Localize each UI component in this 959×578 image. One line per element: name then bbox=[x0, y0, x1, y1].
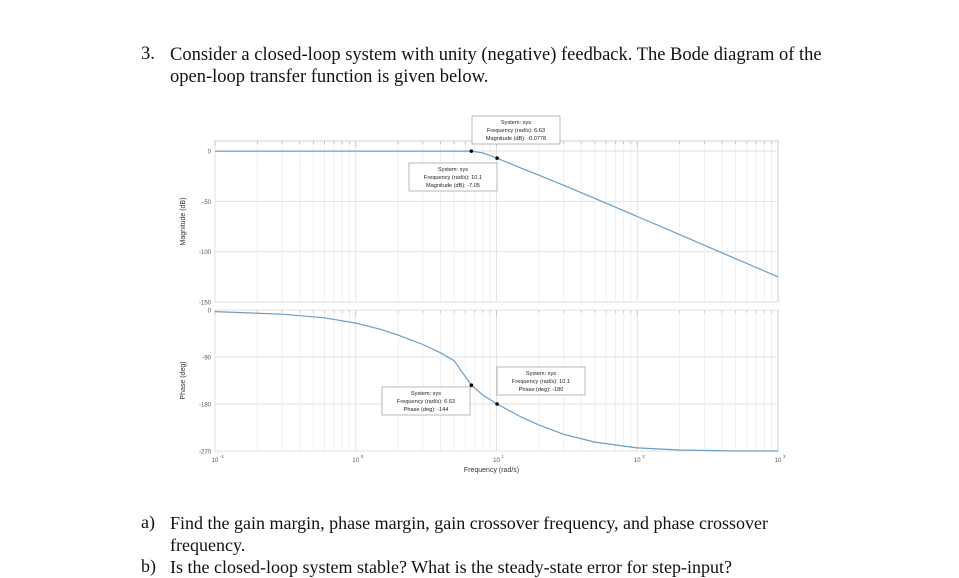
phase-ytick-label: -180 bbox=[199, 403, 212, 409]
xtick-label: 10 bbox=[775, 458, 782, 464]
datatip-line: System: sys bbox=[438, 167, 468, 173]
datatip-box bbox=[381, 386, 471, 416]
xtick-exponent: 0 bbox=[361, 454, 364, 459]
datatip-line: Magnitude (dB): -0.0778 bbox=[486, 136, 546, 142]
datatip-line: System: sys bbox=[411, 391, 441, 397]
datatip: System: sys Frequency (rad/s): 10.1 Magnit… bbox=[408, 162, 498, 192]
datatip-line: Phase (deg): -180 bbox=[519, 387, 564, 393]
datatip-line: System: sys bbox=[526, 371, 556, 377]
xtick-exponent: 1 bbox=[502, 454, 505, 459]
phase-ytick-label: 0 bbox=[208, 309, 212, 315]
datatip: System: sys Frequency (rad/s): 6.63 Magnit… bbox=[471, 115, 561, 145]
problem-number: 3. bbox=[141, 44, 155, 64]
datatip: System: sys Frequency (rad/s): 6.63 Phase … bbox=[381, 386, 471, 416]
phase-curve bbox=[214, 311, 778, 452]
magnitude-ytick-label: 0 bbox=[208, 150, 212, 156]
xtick-label: 10 bbox=[634, 458, 641, 464]
datatip-marker bbox=[469, 149, 474, 153]
xlabel: Frequency (rad/s) bbox=[464, 467, 519, 474]
datatip-marker bbox=[469, 383, 474, 388]
datatip-box bbox=[408, 162, 498, 192]
magnitude-curve bbox=[215, 150, 779, 278]
problem-intro-line1: Consider a closed-loop system with unity… bbox=[170, 45, 822, 65]
xtick-label: 10 bbox=[212, 458, 219, 464]
xtick-label: 10 bbox=[493, 458, 500, 464]
datatip-line: System: sys bbox=[501, 120, 531, 126]
magnitude-ytick-label: -50 bbox=[202, 200, 211, 206]
question-b-line1: Is the closed-loop system stable? What i… bbox=[170, 557, 732, 577]
datatip-box bbox=[496, 366, 586, 396]
phase-ylabel: Phase (deg) bbox=[180, 361, 187, 399]
xtick-label: 10 bbox=[352, 458, 359, 464]
question-a-line1: Find the gain margin, phase margin, gain… bbox=[170, 513, 768, 533]
xtick-exponent: 3 bbox=[783, 454, 786, 459]
question-b-label: b) bbox=[141, 556, 156, 576]
datatip-line: Frequency (rad/s): 6.63 bbox=[397, 399, 455, 405]
xtick-exponent: 2 bbox=[642, 454, 645, 459]
datatip-marker bbox=[495, 402, 499, 406]
datatip-box bbox=[471, 115, 561, 145]
problem-intro-line2: open-loop transfer function is given bel… bbox=[170, 67, 489, 87]
question-a-label: a) bbox=[141, 512, 155, 532]
datatip-line: Frequency (rad/s): 6.63 bbox=[487, 128, 545, 134]
phase-ytick-label: -270 bbox=[199, 450, 212, 456]
datatip-line: Magnitude (dB): -7.05 bbox=[426, 183, 480, 189]
magnitude-ytick-label: -100 bbox=[199, 250, 212, 256]
question-a-line2: frequency. bbox=[170, 535, 246, 555]
datatip-marker bbox=[495, 156, 499, 160]
magnitude-ylabel: Magnitude (dB) bbox=[180, 198, 187, 246]
datatip: System: sys Frequency (rad/s): 10.1 Phase … bbox=[496, 366, 586, 396]
phase-ytick-label: -90 bbox=[202, 356, 211, 362]
datatip-line: Frequency (rad/s): 10.1 bbox=[512, 379, 570, 385]
datatip-line: Phase (deg): -144 bbox=[404, 407, 449, 413]
xtick-exponent: -1 bbox=[220, 454, 224, 459]
magnitude-ytick-label: -150 bbox=[199, 301, 212, 307]
datatip-line: Frequency (rad/s): 10.1 bbox=[424, 175, 482, 181]
